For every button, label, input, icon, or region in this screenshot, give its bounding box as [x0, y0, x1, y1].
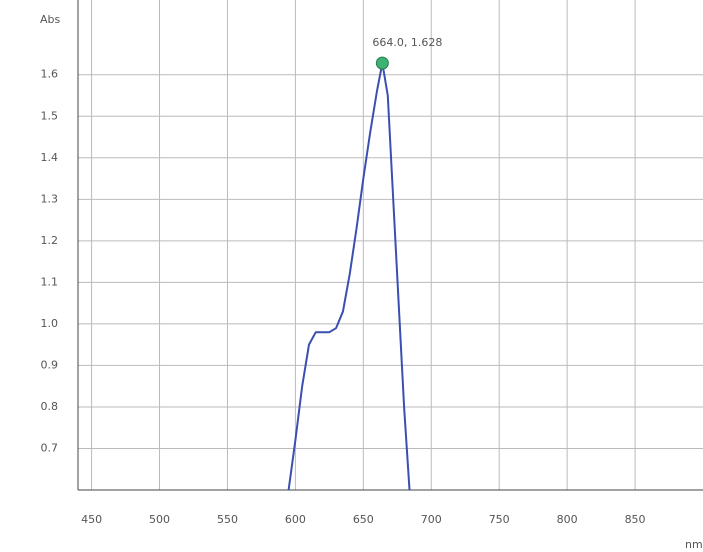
y-tick-label: 1.4: [41, 151, 59, 164]
spectrum-line: [287, 62, 411, 491]
y-tick-label: 1.6: [41, 68, 59, 81]
peak-marker: [375, 56, 389, 70]
y-tick-label: 1.3: [41, 192, 59, 205]
y-tick-label: 0.8: [41, 400, 59, 413]
x-tick-label: 600: [285, 513, 306, 526]
x-tick-label: 550: [217, 513, 238, 526]
x-tick-label: 500: [149, 513, 170, 526]
x-tick-label: 450: [81, 513, 102, 526]
x-tick-label: 850: [625, 513, 646, 526]
y-axis-label: Abs: [40, 13, 61, 26]
peak-label: 664.0, 1.628: [372, 36, 442, 49]
y-tick-label: 1.2: [41, 234, 59, 247]
x-tick-label: 750: [489, 513, 510, 526]
x-axis-label: nm: [685, 538, 703, 551]
y-tick-label: 0.9: [41, 358, 59, 371]
y-tick-label: 1.0: [41, 317, 59, 330]
x-tick-label: 650: [353, 513, 374, 526]
x-tick-label: 800: [557, 513, 578, 526]
y-tick-label: 1.1: [41, 275, 59, 288]
y-tick-label: 0.7: [41, 441, 59, 454]
x-tick-label: 700: [421, 513, 442, 526]
y-tick-label: 1.5: [41, 109, 59, 122]
